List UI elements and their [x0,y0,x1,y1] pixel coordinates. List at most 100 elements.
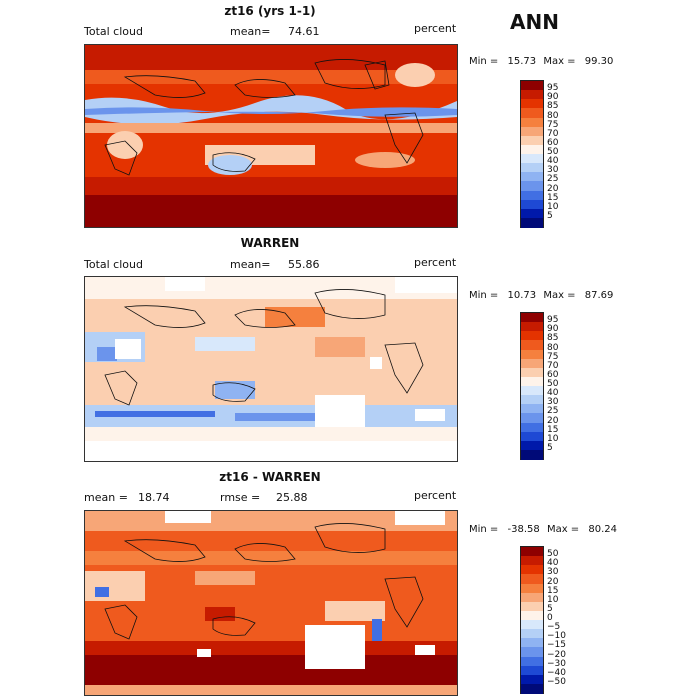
panel-3-max-value: 80.24 [588,524,617,535]
panel-1-mean-value: 74.61 [288,25,320,38]
colorbar-swatch [521,674,543,685]
colorbar-label: 20 [547,415,559,426]
colorbar-label: 20 [547,576,559,587]
panel-3-left-value: 18.74 [138,491,170,504]
panel-3-max-label: Max = [546,524,580,535]
colorbar-swatch [521,386,543,396]
panel-1-min-label: Min = [469,56,499,67]
panel-3-left-label: mean = [84,491,128,504]
panel-2-mean-value: 55.86 [288,258,320,271]
colorbar-swatch [521,556,543,566]
colorbar-label: 60 [547,369,559,380]
panel-2-title: WARREN [240,236,300,250]
colorbar-label: 50 [547,379,559,389]
panel-1-max-label: Max = [543,56,576,67]
colorbar-swatch [521,181,543,191]
colorbar-label: 40 [547,388,559,399]
colorbar-swatch [521,154,543,164]
colorbar-swatch [521,629,543,639]
panel-3-min-value: -38.58 [507,524,540,535]
panel-3-min-label: Min = [469,524,499,535]
colorbar-label: −15 [547,640,566,651]
colorbar-swatch [521,601,543,612]
colorbar-label: 70 [547,360,559,371]
colorbar-label: −5 [547,622,561,633]
colorbar-label: 15 [547,424,559,435]
colorbar-swatch [521,592,543,603]
colorbar-label: −40 [547,667,566,678]
colorbar-swatch [521,656,543,667]
colorbar-label: 30 [547,165,559,176]
colorbar-swatch [521,190,543,201]
colorbar-swatch [521,404,543,414]
panel-1-colorbar: 95 90 85 80 75 70 60 50 40 30 25 20 15 10 5 [520,80,600,228]
colorbar-label: 75 [547,119,559,130]
colorbar-swatch [521,340,543,350]
colorbar-label: 50 [547,549,559,560]
colorbar-swatch [521,117,543,128]
colorbar-swatch [521,358,543,369]
panel-3-rmse-value: 25.88 [276,491,308,504]
panel-1-left-label: Total cloud [84,25,143,38]
colorbar-label: 40 [547,558,559,569]
panel-3-title: zt16 - WARREN [219,470,321,484]
colorbar-label: 5 [547,603,553,614]
panel-1-mean-label: mean= [230,25,271,38]
colorbar-swatch [521,376,543,387]
colorbar-swatch [521,135,543,146]
colorbar-label: 15 [547,192,559,203]
colorbar-label: 80 [547,110,559,121]
panel-2-colorbar: 95 90 85 80 75 70 60 50 40 30 25 20 15 10 5 [520,312,600,460]
panel-2-max-value: 87.69 [584,290,614,301]
panel-1-minmax: Min = 15.73 Max = 99.30 [469,56,613,67]
panel-2-max-label: Max = [543,290,576,301]
panel-1-map-field [85,45,457,227]
colorbar-swatch [521,144,543,155]
colorbar-label: 40 [547,156,559,167]
colorbar-label: 95 [547,83,559,94]
colorbar-swatch [521,647,543,657]
colorbar-label: −30 [547,658,566,669]
panel-2-left-label: Total cloud [84,258,143,271]
colorbar-label: −10 [547,631,566,642]
colorbar-label: 5 [547,210,553,221]
colorbar-label: 90 [547,92,559,103]
colorbar-label: 0 [547,613,553,623]
colorbar-label: 30 [547,397,559,408]
colorbar-swatch [521,126,543,137]
colorbar-label: 10 [547,433,559,444]
colorbar-swatch [521,367,543,378]
colorbar-label: 75 [547,351,559,362]
panel-3-map [84,510,458,696]
colorbar-label: 85 [547,101,559,112]
panel-1-max-value: 99.30 [584,56,614,67]
colorbar-swatch [521,431,543,442]
colorbar-label: 20 [547,183,559,194]
panel-3-units: percent [414,489,457,502]
panel-1-title: zt16 (yrs 1-1) [224,4,316,18]
colorbar-label: 25 [547,174,559,185]
colorbar-label: 30 [547,567,559,578]
colorbar-swatch [521,172,543,182]
colorbar-label: −20 [547,649,566,660]
panel-1-min-value: 15.73 [507,56,537,67]
panel-1-map [84,44,458,228]
colorbar-label: 15 [547,585,559,596]
colorbar-swatch [521,610,543,621]
colorbar-swatch [521,99,543,109]
panel-2-units: percent [414,256,457,269]
colorbar-swatch [521,81,543,91]
panel-2-min-label: Min = [469,290,499,301]
colorbar-swatch [521,313,543,323]
colorbar-label: 70 [547,128,559,139]
colorbar-swatch [521,440,543,451]
colorbar-swatch [521,683,543,694]
panel-3-rmse-label: rmse = [220,491,261,504]
colorbar-swatch [521,565,543,575]
colorbar-label: 90 [547,324,559,335]
panel-2-mean-label: mean= [230,258,271,271]
colorbar-label: 80 [547,342,559,353]
panel-2-minmax: Min = 10.73 Max = 87.69 [469,290,613,301]
colorbar-swatch [521,620,543,630]
colorbar-swatch [521,574,543,584]
